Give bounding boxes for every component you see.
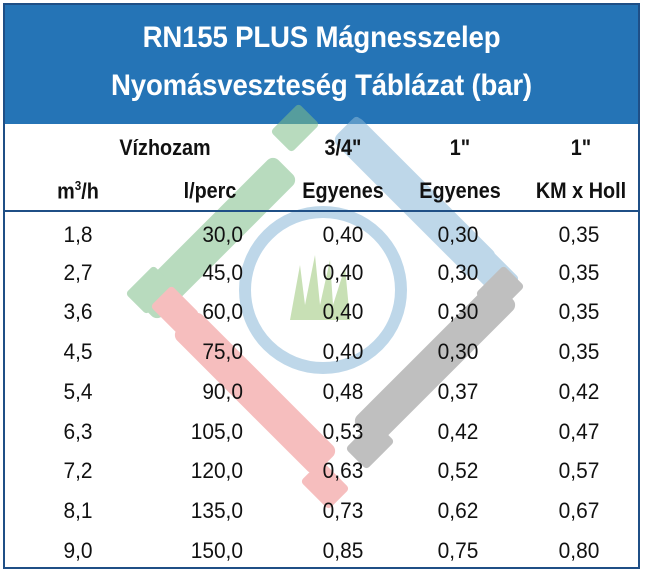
col-1a-header: 1" xyxy=(449,135,471,160)
cell-1: 0,75 xyxy=(437,538,479,563)
cell-1-km: 0,35 xyxy=(558,339,600,364)
table-title: RN155 PLUS Mágnesszelep xyxy=(142,21,501,54)
cell-lperc: 30,0 xyxy=(202,222,243,247)
cell-3-4: 0,40 xyxy=(322,222,364,247)
type-3-4-header: Egyenes xyxy=(302,178,384,203)
pressure-loss-table: RN155 PLUS Mágnesszelep Nyomásveszteség … xyxy=(3,3,640,569)
cell-3-4: 0,40 xyxy=(322,339,364,364)
cell-1-km: 0,35 xyxy=(558,299,600,324)
cell-1-km: 0,67 xyxy=(558,498,600,523)
cell-lperc: 60,0 xyxy=(202,299,243,324)
cell-m3h: 3,6 xyxy=(63,299,93,324)
cell-lperc: 90,0 xyxy=(202,379,243,404)
type-1a-header: Egyenes xyxy=(419,178,501,203)
cell-1: 0,30 xyxy=(437,339,479,364)
flow-header: Vízhozam xyxy=(119,135,211,160)
cell-lperc: 120,0 xyxy=(190,458,243,483)
cell-lperc: 150,0 xyxy=(190,538,243,563)
cell-3-4: 0,40 xyxy=(322,299,364,324)
header-row-2: m3/h l/perc Egyenes Egyenes KM x Holl xyxy=(5,178,638,208)
cell-1-km: 0,57 xyxy=(558,458,600,483)
cell-3-4: 0,85 xyxy=(322,538,364,563)
unit-m3h-header: m3/h xyxy=(57,178,99,204)
col-1b-header: 1" xyxy=(570,135,592,160)
table-subtitle: Nyomásveszteség Táblázat (bar) xyxy=(111,69,532,102)
cell-m3h: 8,1 xyxy=(63,498,93,523)
cell-1-km: 0,35 xyxy=(558,260,600,285)
cell-1: 0,62 xyxy=(437,498,479,523)
cell-lperc: 105,0 xyxy=(190,419,243,444)
cell-m3h: 7,2 xyxy=(63,458,93,483)
cell-1-km: 0,47 xyxy=(558,419,600,444)
col-3-4-header: 3/4" xyxy=(324,135,362,160)
cell-3-4: 0,40 xyxy=(322,260,364,285)
cell-m3h: 2,7 xyxy=(63,260,93,285)
cell-lperc: 75,0 xyxy=(202,339,243,364)
cell-1-km: 0,80 xyxy=(558,538,600,563)
cell-3-4: 0,63 xyxy=(322,458,364,483)
cell-1: 0,42 xyxy=(437,419,479,444)
cell-1-km: 0,42 xyxy=(558,379,600,404)
cell-m3h: 5,4 xyxy=(63,379,93,404)
header-row-1: Vízhozam 3/4" 1" 1" xyxy=(5,135,638,165)
cell-m3h: 4,5 xyxy=(63,339,93,364)
cell-3-4: 0,48 xyxy=(322,379,364,404)
cell-1: 0,30 xyxy=(437,299,479,324)
unit-lperc-header: l/perc xyxy=(183,178,237,203)
cell-1: 0,30 xyxy=(437,260,479,285)
cell-lperc: 135,0 xyxy=(190,498,243,523)
title-bar: RN155 PLUS Mágnesszelep Nyomásveszteség … xyxy=(5,5,638,124)
cell-3-4: 0,53 xyxy=(322,419,364,444)
cell-m3h: 9,0 xyxy=(63,538,93,563)
cell-1: 0,52 xyxy=(437,458,479,483)
cell-1-km: 0,35 xyxy=(558,222,600,247)
header-divider xyxy=(5,210,638,212)
cell-3-4: 0,73 xyxy=(322,498,364,523)
cell-m3h: 6,3 xyxy=(63,419,93,444)
type-1b-header: KM x Holl xyxy=(535,178,627,203)
cell-lperc: 45,0 xyxy=(202,260,243,285)
cell-1: 0,37 xyxy=(437,379,479,404)
cell-m3h: 1,8 xyxy=(63,222,93,247)
cell-1: 0,30 xyxy=(437,222,479,247)
